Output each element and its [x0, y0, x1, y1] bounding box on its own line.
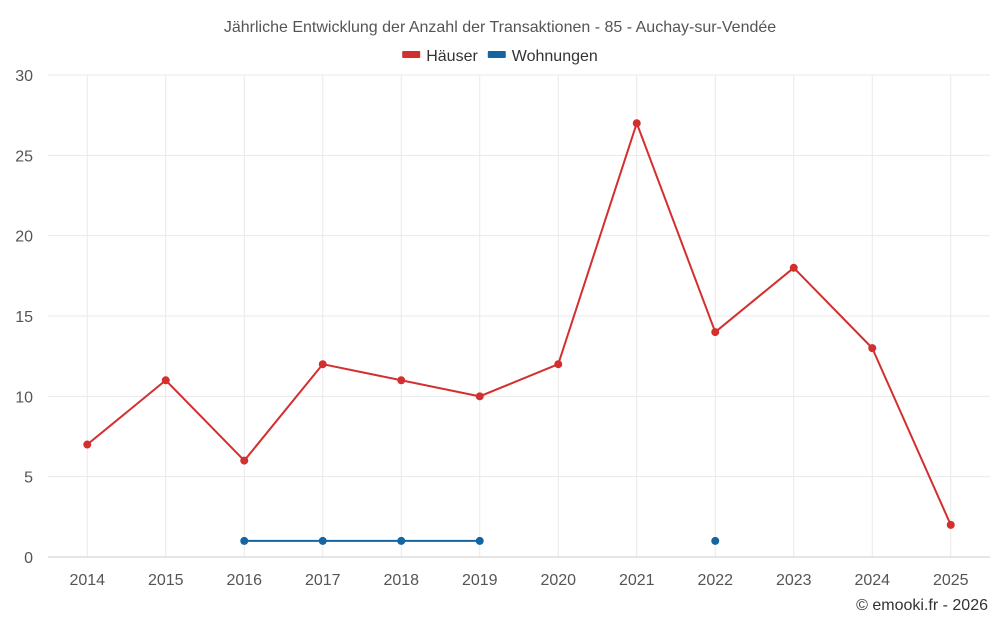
data-point: [711, 328, 720, 337]
y-tick-label: 30: [15, 68, 33, 85]
grid-layer: [48, 74, 990, 557]
x-tick-label: 2018: [383, 572, 419, 589]
x-tick-label: 2025: [933, 572, 969, 589]
credit-text: © emooki.fr - 2026: [856, 597, 988, 614]
x-tick-label: 2014: [69, 572, 105, 589]
y-tick-label: 5: [24, 470, 33, 487]
x-tick-label: 2024: [854, 572, 890, 589]
data-point: [789, 263, 798, 272]
x-tick-label: 2023: [776, 572, 812, 589]
legend-label: Wohnungen: [512, 48, 598, 65]
x-tick-label: 2022: [697, 572, 733, 589]
series-2: [240, 536, 720, 545]
x-tick-label: 2017: [305, 572, 341, 589]
data-point: [632, 119, 641, 128]
x-tick-label: 2021: [619, 572, 655, 589]
legend-item-2[interactable]: Wohnungen: [487, 48, 598, 65]
data-point: [711, 536, 720, 545]
data-point: [475, 392, 484, 401]
data-point: [397, 376, 406, 385]
x-tick-label: 2019: [462, 572, 498, 589]
data-point: [868, 344, 877, 353]
legend-swatch: [487, 51, 506, 58]
data-point: [318, 536, 327, 545]
data-point: [240, 536, 249, 545]
data-point: [240, 456, 249, 465]
data-point: [83, 440, 92, 449]
series-line: [86, 122, 952, 526]
data-point: [554, 360, 563, 369]
x-tick-label: 2020: [540, 572, 576, 589]
x-tick-label: 2016: [226, 572, 262, 589]
chart-title: Jährliche Entwicklung der Anzahl der Tra…: [224, 19, 776, 36]
data-point: [397, 536, 406, 545]
legend-label: Häuser: [426, 48, 478, 65]
series-1: [83, 119, 955, 529]
y-tick-label: 25: [15, 148, 33, 165]
data-point: [161, 376, 170, 385]
data-point: [318, 360, 327, 369]
data-point: [475, 536, 484, 545]
x-tick-label: 2015: [148, 572, 184, 589]
y-tick-label: 15: [15, 309, 33, 326]
data-point: [946, 520, 955, 529]
y-tick-label: 20: [15, 229, 33, 246]
y-tick-label: 0: [24, 550, 33, 567]
y-tick-label: 10: [15, 389, 33, 406]
legend-swatch: [402, 51, 421, 58]
legend-item-1[interactable]: Häuser: [402, 48, 478, 65]
legend[interactable]: Häuser Wohnungen: [402, 48, 598, 65]
series-layer: [83, 119, 955, 545]
